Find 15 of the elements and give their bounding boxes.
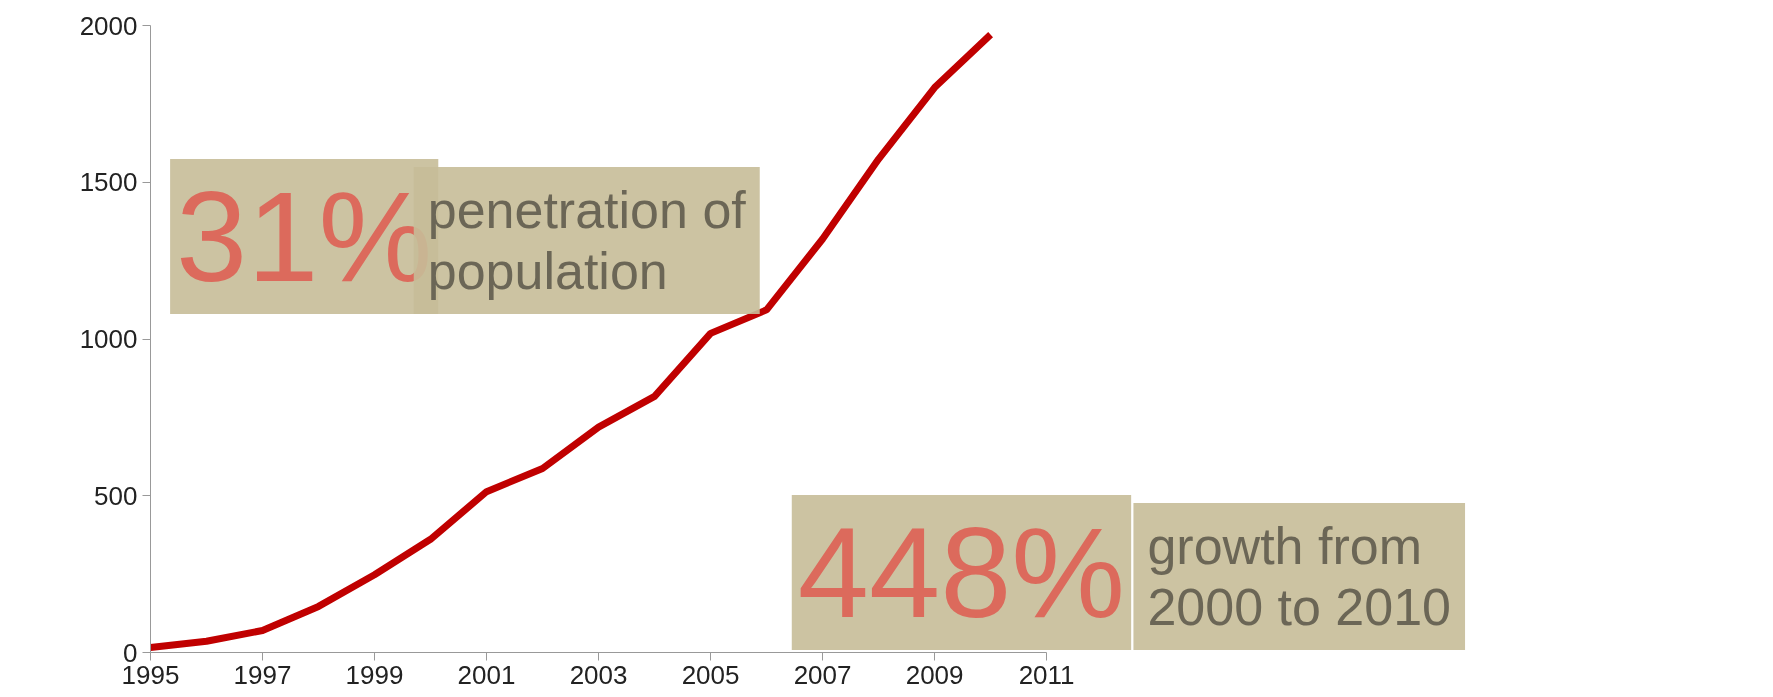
x-tick-label: 2001 xyxy=(457,659,516,690)
y-tick-label: 1500 xyxy=(79,167,138,198)
x-tick-label: 1999 xyxy=(345,659,404,690)
y-tick-label: 500 xyxy=(94,480,138,511)
annotation: 448% xyxy=(797,500,1126,644)
y-tick-label: 2000 xyxy=(79,10,138,41)
x-tick-label: 2009 xyxy=(905,659,964,690)
x-tick-label: 1997 xyxy=(233,659,292,690)
y-tick-label: 1000 xyxy=(79,324,138,354)
x-tick-label: 2011 xyxy=(1018,659,1075,690)
text: growth from 2000 to 2010 xyxy=(1147,517,1452,636)
annotation: penetration of population xyxy=(427,181,747,300)
x-tick-label: 2005 xyxy=(681,659,740,690)
x-tick-label: 2007 xyxy=(793,659,852,690)
x-tick-label: 2003 xyxy=(569,659,628,690)
